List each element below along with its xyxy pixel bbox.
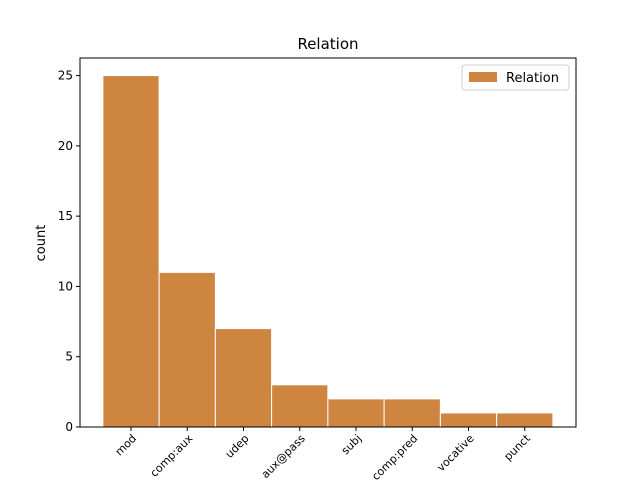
bar	[214, 328, 273, 428]
y-tick-label: 5	[65, 350, 73, 364]
bar	[383, 398, 441, 428]
bar	[158, 271, 216, 428]
y-tick-label: 15	[58, 209, 73, 223]
y-tick-label: 25	[58, 69, 73, 83]
chart-title: Relation	[297, 35, 358, 53]
bar	[439, 412, 498, 428]
legend-swatch	[469, 72, 497, 82]
bar	[271, 384, 329, 428]
plot-frame	[79, 57, 577, 428]
bar	[496, 412, 554, 428]
legend-label: Relation	[506, 71, 559, 86]
y-axis-label: count	[34, 225, 49, 262]
y-tick-label: 0	[65, 420, 73, 434]
y-tick-label: 10	[58, 279, 73, 293]
bar	[327, 398, 385, 428]
bar	[102, 75, 160, 428]
y-tick-label: 20	[58, 139, 73, 153]
legend-box	[461, 64, 570, 91]
